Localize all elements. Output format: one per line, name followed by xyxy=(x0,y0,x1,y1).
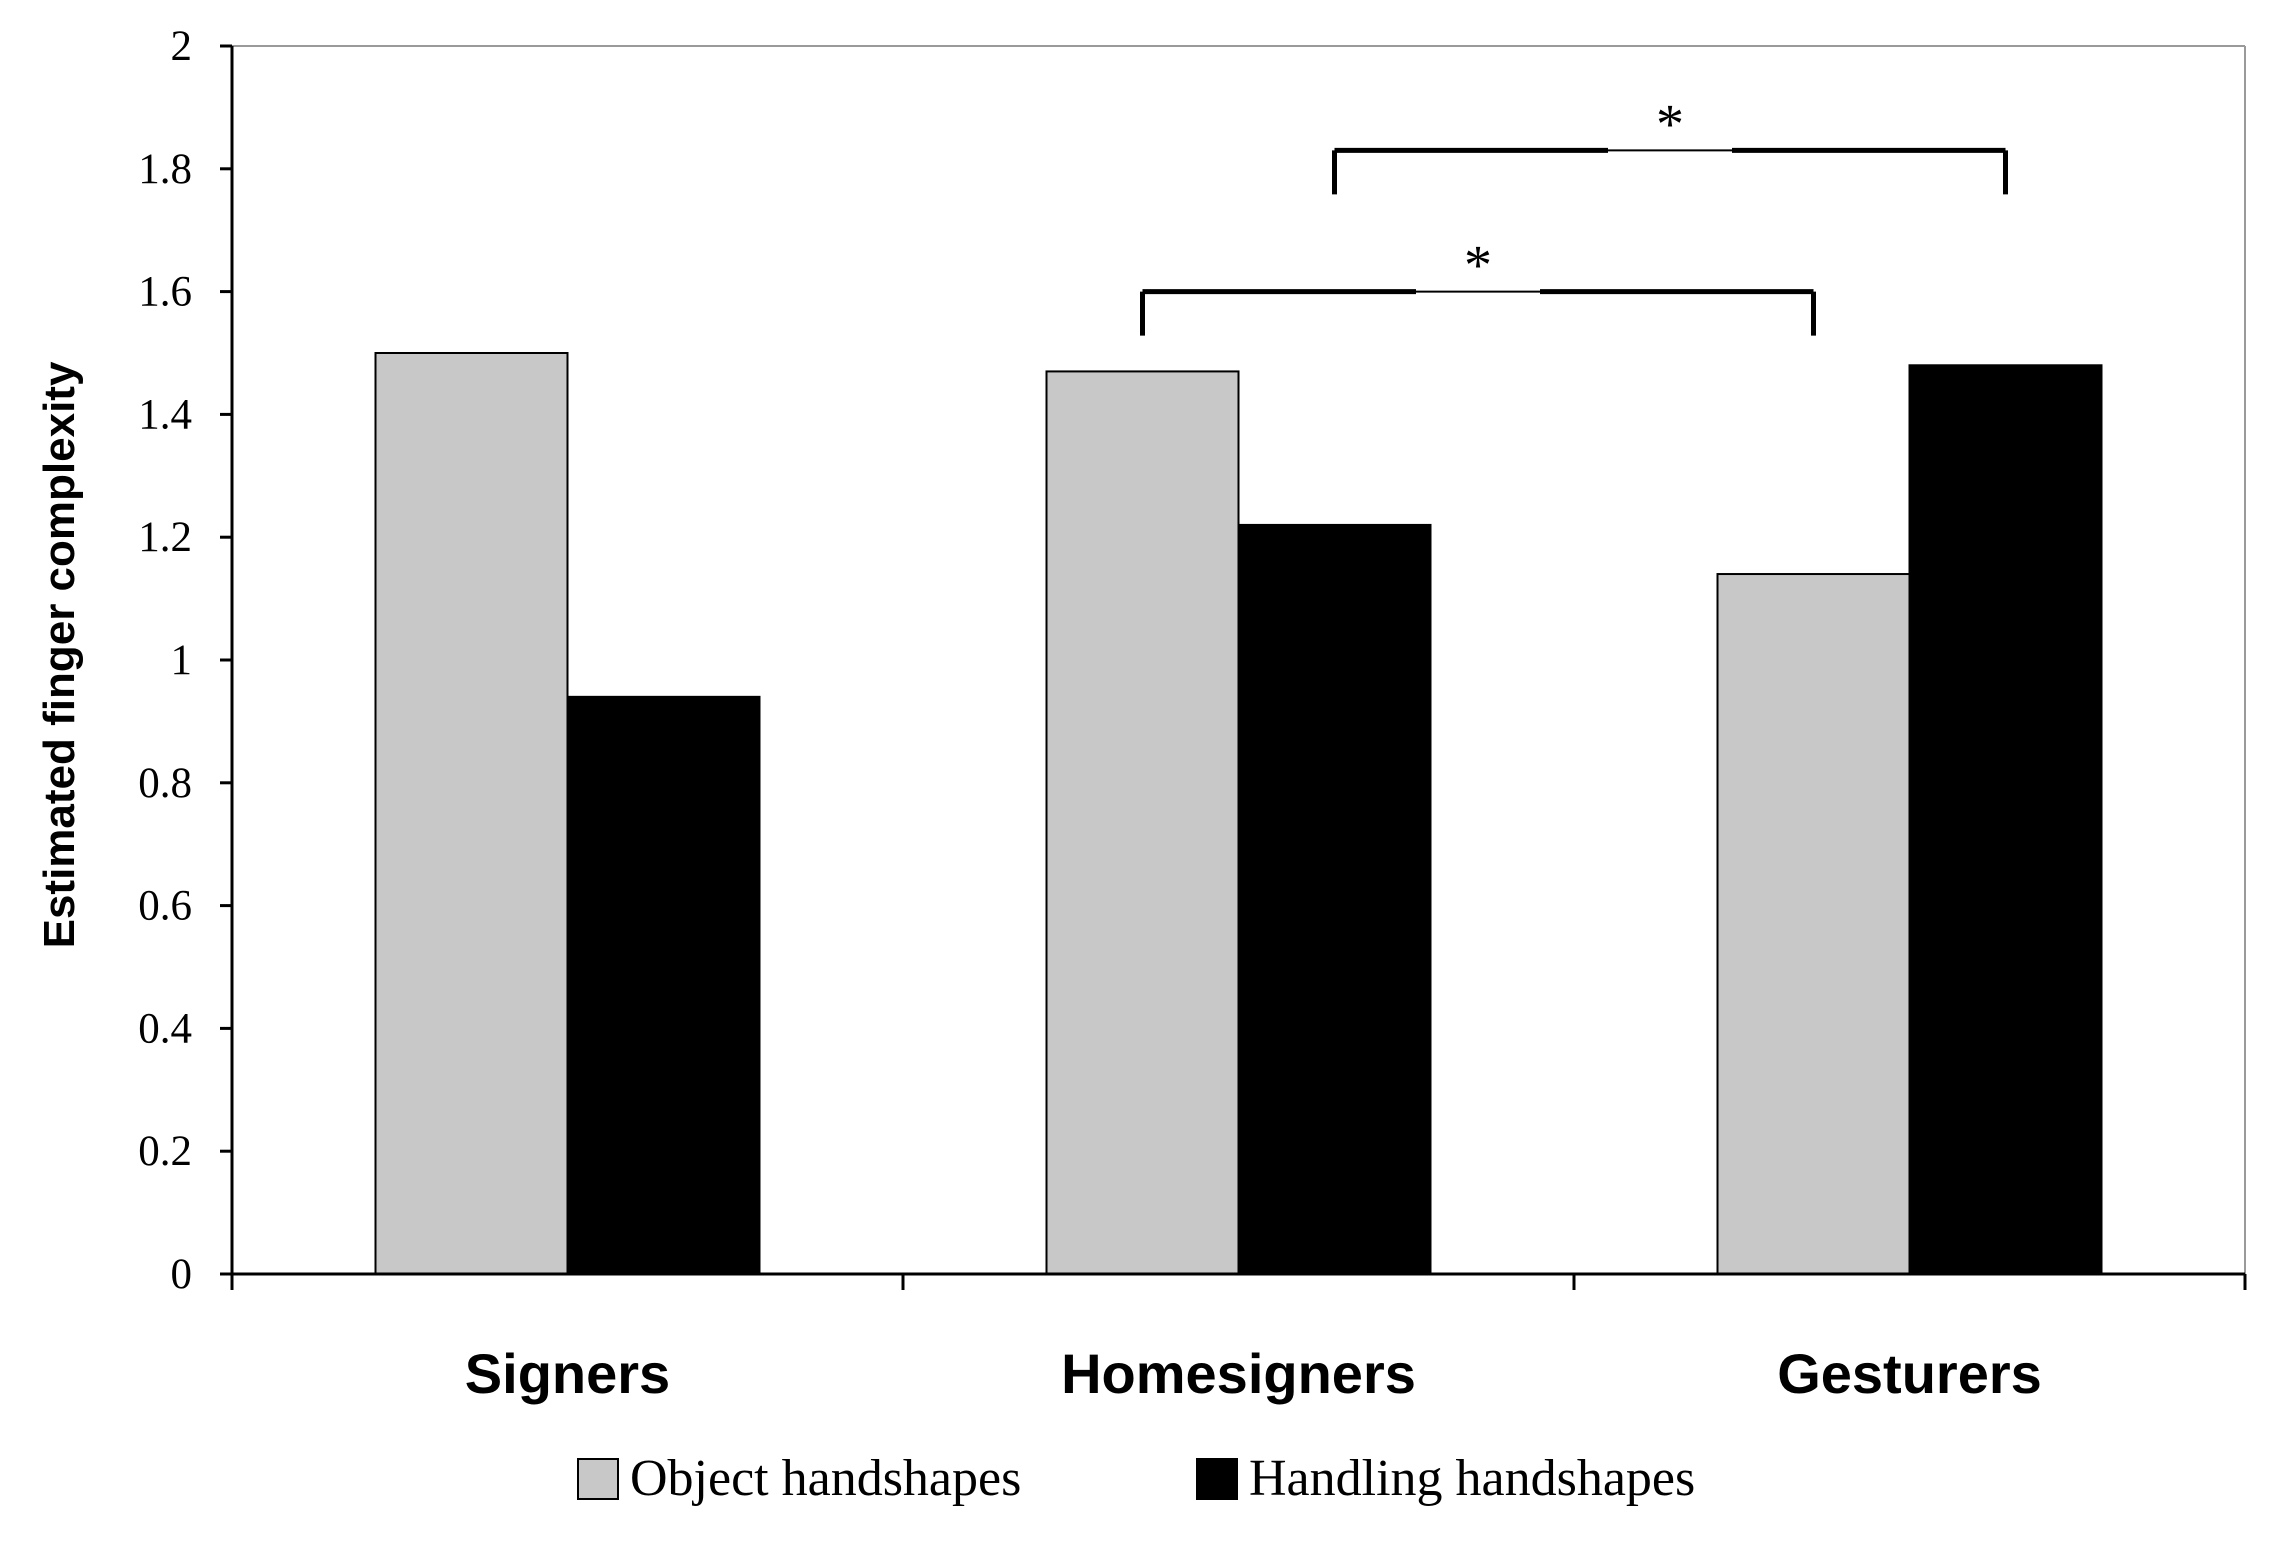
bars xyxy=(374,352,2103,1276)
y-tick-label: 1.8 xyxy=(138,146,192,193)
legend-swatch-handling-handshapes xyxy=(1196,1458,1238,1500)
y-tick-label: 2 xyxy=(171,23,193,70)
significance-bracket: * xyxy=(1140,235,1816,336)
bar-signers-handling-handshapes xyxy=(566,695,761,1275)
significance-star: * xyxy=(1656,93,1684,155)
bar-homesigners-handling-handshapes xyxy=(1237,523,1432,1275)
x-category-label: Homesigners xyxy=(1061,1342,1416,1405)
y-tick-label: 1 xyxy=(171,637,193,684)
bar-gesturers-object-handshapes xyxy=(1716,573,1911,1275)
x-category-label: Gesturers xyxy=(1777,1342,2042,1405)
x-category-label: Signers xyxy=(465,1342,670,1405)
y-axis-title: Estimated finger complexity xyxy=(35,361,84,948)
significance-bracket: * xyxy=(1332,93,2008,195)
y-tick-label: 1.4 xyxy=(138,391,192,438)
y-tick-label: 1.6 xyxy=(138,269,192,316)
legend-label: Handling handshapes xyxy=(1249,1450,1695,1507)
bar-gesturers-handling-handshapes xyxy=(1908,364,2103,1275)
legend-swatch-object-handshapes xyxy=(577,1458,619,1500)
bar-signers-object-handshapes xyxy=(374,352,569,1275)
y-tick-label: 0.4 xyxy=(138,1005,192,1052)
significance-star: * xyxy=(1464,235,1492,297)
legend: Object handshapes Handling handshapes xyxy=(577,1450,1695,1507)
y-tick-label: 0.2 xyxy=(138,1128,192,1175)
legend-label: Object handshapes xyxy=(630,1450,1021,1507)
y-tick-label: 0.6 xyxy=(138,883,192,930)
bar-homesigners-object-handshapes xyxy=(1045,370,1240,1276)
y-tick-label: 0 xyxy=(171,1251,193,1298)
y-tick-label: 1.2 xyxy=(138,514,192,561)
plot-frame xyxy=(232,45,2246,1274)
y-axis-ticks: 0 0.2 0.4 0.6 0.8 1 1.2 1.4 1.6 1.8 2 xyxy=(138,23,234,1298)
x-axis: Signers Homesigners Gesturers xyxy=(230,1272,2247,1405)
significance-brackets: ** xyxy=(1140,93,2008,336)
y-tick-label: 0.8 xyxy=(138,760,192,807)
